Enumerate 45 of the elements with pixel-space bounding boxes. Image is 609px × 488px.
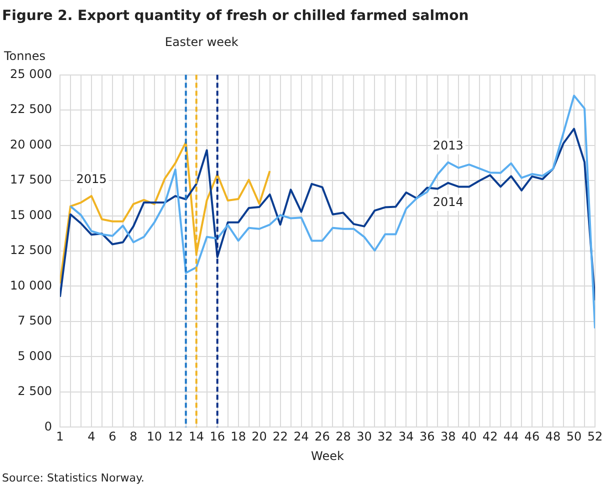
- x-tick-label: 16: [210, 430, 225, 444]
- x-tick-label: 26: [314, 430, 330, 444]
- y-tick-label: 22 500: [10, 102, 52, 116]
- y-tick-label: 7 500: [18, 314, 52, 328]
- source-note: Source: Statistics Norway.: [2, 471, 144, 484]
- x-tick-label: 28: [336, 430, 351, 444]
- x-tick-label: 10: [146, 430, 162, 444]
- x-tick-label: 14: [188, 430, 204, 444]
- x-tick-label: 42: [482, 430, 498, 444]
- y-tick-label: 17 500: [10, 172, 52, 187]
- x-tick-label: 52: [587, 430, 603, 444]
- x-tick-label: 20: [252, 430, 267, 444]
- series-label: 2014: [432, 195, 464, 210]
- y-tick-label: 20 000: [10, 137, 52, 152]
- x-tick-label: 24: [294, 430, 309, 444]
- x-tick-label: 1: [56, 430, 64, 444]
- x-tick-label: 32: [378, 430, 393, 444]
- series-label: 2015: [76, 172, 107, 186]
- x-tick-label: 34: [398, 430, 414, 444]
- x-tick-label: 18: [230, 430, 246, 444]
- x-tick-label: 8: [130, 430, 138, 444]
- x-axis-title: Week: [311, 448, 344, 463]
- x-tick-label: 38: [440, 430, 456, 444]
- x-tick-label: 36: [420, 430, 435, 444]
- x-tick-label: 48: [545, 430, 561, 444]
- y-axis-title: Tonnes: [3, 48, 46, 63]
- y-tick-label: 25 000: [10, 66, 52, 81]
- y-tick-label: 10 000: [10, 278, 52, 292]
- y-tick-label: 0: [44, 419, 52, 434]
- text: Easter week: [164, 34, 238, 49]
- y-tick-label: 2 500: [18, 384, 52, 398]
- y-tick-label: 5 000: [18, 348, 52, 363]
- x-tick-label: 44: [503, 430, 519, 444]
- y-tick-label: 12 500: [10, 243, 52, 258]
- x-tick-label: 22: [272, 430, 288, 444]
- chart-title: Figure 2. Export quantity of fresh or chilled farmed salmon: [2, 8, 469, 24]
- y-tick-label: 15 000: [10, 208, 52, 222]
- x-tick-label: 30: [356, 430, 372, 444]
- x-tick-label: 46: [524, 430, 540, 444]
- series-label: 2013: [432, 138, 464, 152]
- x-tick-label: 6: [108, 430, 116, 444]
- x-tick-label: 50: [566, 430, 582, 444]
- x-tick-label: 12: [168, 430, 184, 444]
- x-tick-label: 4: [88, 430, 96, 444]
- x-tick-label: 40: [461, 430, 477, 444]
